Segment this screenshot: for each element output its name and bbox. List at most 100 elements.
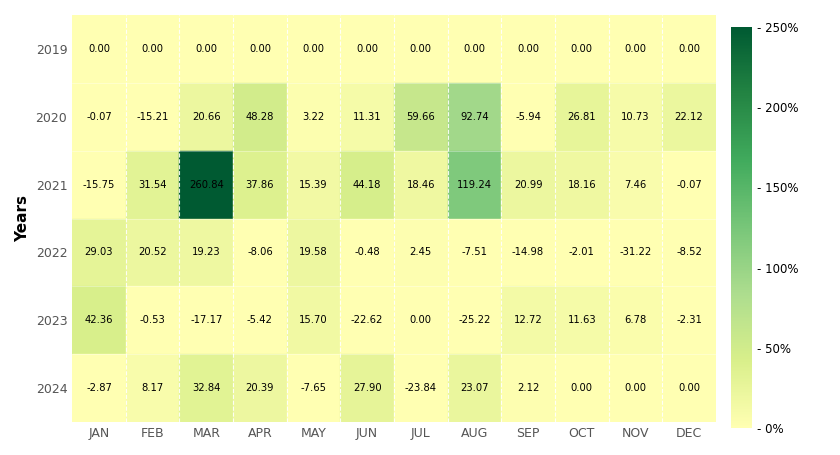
Bar [72, 151, 126, 218]
Bar [286, 287, 340, 354]
Text: 119.24: 119.24 [457, 180, 492, 190]
Bar [394, 151, 448, 218]
Text: -0.53: -0.53 [139, 315, 165, 325]
Text: 0.00: 0.00 [142, 44, 164, 54]
Bar [662, 218, 716, 287]
Text: 0.00: 0.00 [464, 44, 486, 54]
Text: 0.00: 0.00 [678, 44, 700, 54]
Bar [555, 218, 608, 287]
Text: -0.48: -0.48 [354, 248, 380, 258]
Bar [608, 15, 662, 83]
Text: 2.45: 2.45 [410, 248, 432, 258]
Bar [340, 218, 394, 287]
Text: 8.17: 8.17 [141, 383, 164, 393]
Text: 7.46: 7.46 [624, 180, 647, 190]
Bar [233, 15, 286, 83]
Bar [662, 151, 716, 218]
Text: 18.46: 18.46 [407, 180, 435, 190]
Bar [608, 218, 662, 287]
Text: 0.00: 0.00 [678, 383, 700, 393]
Bar [180, 15, 233, 83]
Bar [501, 83, 555, 151]
Bar [72, 354, 126, 422]
Text: -22.62: -22.62 [351, 315, 383, 325]
Bar [72, 83, 126, 151]
Text: 20.99: 20.99 [514, 180, 543, 190]
Bar [394, 83, 448, 151]
Bar [555, 287, 608, 354]
Bar [72, 287, 126, 354]
Text: 22.12: 22.12 [675, 112, 703, 122]
Bar [448, 218, 501, 287]
Text: -25.22: -25.22 [459, 315, 491, 325]
Text: 0.00: 0.00 [570, 44, 593, 54]
Bar [126, 287, 180, 354]
Text: 3.22: 3.22 [302, 112, 324, 122]
Bar [180, 83, 233, 151]
Bar [662, 15, 716, 83]
Text: -14.98: -14.98 [512, 248, 544, 258]
Bar [662, 287, 716, 354]
Text: 20.66: 20.66 [192, 112, 221, 122]
Bar [448, 83, 501, 151]
Text: 0.00: 0.00 [195, 44, 218, 54]
Text: -23.84: -23.84 [405, 383, 437, 393]
Text: 0.00: 0.00 [410, 315, 432, 325]
Bar [394, 218, 448, 287]
Text: 2.12: 2.12 [517, 383, 539, 393]
Bar [180, 218, 233, 287]
Text: 12.72: 12.72 [514, 315, 543, 325]
Text: 27.90: 27.90 [353, 383, 381, 393]
Bar [233, 83, 286, 151]
Bar [501, 287, 555, 354]
Bar [286, 218, 340, 287]
Bar [286, 15, 340, 83]
Text: -5.42: -5.42 [247, 315, 273, 325]
Bar [233, 151, 286, 218]
Bar [126, 151, 180, 218]
Text: 59.66: 59.66 [407, 112, 435, 122]
Text: 15.39: 15.39 [299, 180, 328, 190]
Bar [501, 15, 555, 83]
Text: 26.81: 26.81 [567, 112, 596, 122]
Text: 19.23: 19.23 [192, 248, 221, 258]
Text: 0.00: 0.00 [624, 383, 646, 393]
Bar [662, 354, 716, 422]
Text: 92.74: 92.74 [460, 112, 489, 122]
Text: 0.00: 0.00 [249, 44, 270, 54]
Bar [180, 287, 233, 354]
Text: 29.03: 29.03 [85, 248, 113, 258]
Bar [608, 287, 662, 354]
Text: -0.07: -0.07 [87, 112, 112, 122]
Text: 6.78: 6.78 [624, 315, 647, 325]
Bar [555, 15, 608, 83]
Bar [501, 151, 555, 218]
Text: 0.00: 0.00 [517, 44, 539, 54]
Text: 11.31: 11.31 [353, 112, 381, 122]
Text: -7.65: -7.65 [301, 383, 327, 393]
Bar [286, 151, 340, 218]
Bar [448, 354, 501, 422]
Bar [180, 354, 233, 422]
Bar [126, 354, 180, 422]
Text: 15.70: 15.70 [299, 315, 328, 325]
Bar [448, 15, 501, 83]
Text: -15.21: -15.21 [136, 112, 169, 122]
Text: 11.63: 11.63 [567, 315, 596, 325]
Text: 18.16: 18.16 [567, 180, 596, 190]
Text: -8.52: -8.52 [676, 248, 702, 258]
Text: 44.18: 44.18 [353, 180, 381, 190]
Bar [448, 151, 501, 218]
Text: 19.58: 19.58 [299, 248, 328, 258]
Text: -2.31: -2.31 [676, 315, 702, 325]
Text: 0.00: 0.00 [410, 44, 432, 54]
Bar [340, 151, 394, 218]
Text: 37.86: 37.86 [245, 180, 274, 190]
Text: 23.07: 23.07 [460, 383, 489, 393]
Text: -15.75: -15.75 [83, 180, 115, 190]
Text: -2.01: -2.01 [569, 248, 595, 258]
Text: -17.17: -17.17 [190, 315, 223, 325]
Bar [126, 83, 180, 151]
Bar [340, 15, 394, 83]
Bar [662, 83, 716, 151]
